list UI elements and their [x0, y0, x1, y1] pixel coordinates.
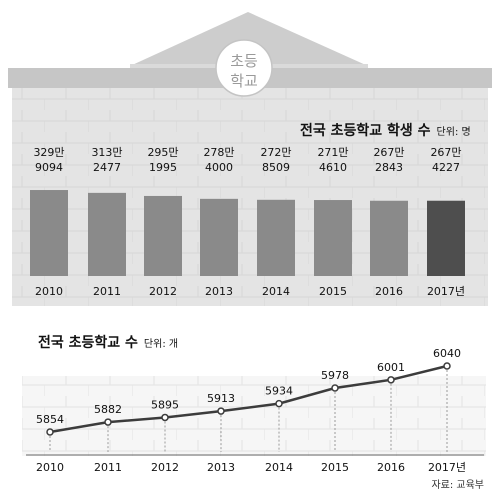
line-value-label: 5978: [321, 369, 349, 382]
line-value-label: 5882: [94, 403, 122, 416]
line-chart-title: 전국 초등학교 수 단위: 개: [38, 334, 178, 351]
line-x-tick: 2010: [36, 461, 64, 474]
line-point-2017년: [443, 362, 451, 370]
line-value-label: 5934: [265, 385, 293, 398]
source-note: 자료: 교육부: [431, 479, 484, 491]
line-x-tick: 2017년: [428, 461, 466, 474]
bar-label-bottom: 8509: [262, 161, 290, 174]
bar-label-top: 271만: [317, 146, 348, 159]
line-x-tick: 2013: [207, 461, 235, 474]
bar-label-bottom: 2843: [375, 161, 403, 174]
bar-2013: [200, 198, 238, 276]
bar-label-top: 313만: [91, 146, 122, 159]
line-x-tick: 2014: [265, 461, 293, 474]
line-point-2014: [275, 399, 283, 408]
bar-x-tick: 2015: [319, 285, 347, 298]
roof-gable: [130, 12, 368, 66]
line-chart-bricks: [22, 376, 486, 456]
wall-bricks: [12, 88, 488, 306]
bar-label-top: 329만: [33, 146, 64, 159]
bar-2017년: [427, 200, 465, 276]
bar-2015: [314, 200, 352, 276]
bar-2016: [370, 200, 408, 276]
line-x-tick: 2015: [321, 461, 349, 474]
bar-2010: [30, 190, 68, 276]
bar-label-bottom: 4610: [319, 161, 347, 174]
bar-x-tick: 2017년: [427, 285, 465, 298]
line-x-tick: 2012: [151, 461, 179, 474]
line-value-label: 5895: [151, 398, 179, 411]
bar-label-top: 267만: [430, 146, 461, 159]
line-value-label: 5854: [36, 413, 64, 426]
line-x-tick: 2016: [377, 461, 405, 474]
bar-x-tick: 2012: [149, 285, 177, 298]
line-value-label: 5913: [207, 392, 235, 405]
bar-x-tick: 2011: [93, 285, 121, 298]
school-count-line: [49, 364, 448, 434]
line-point-2015: [331, 384, 339, 392]
bar-label-bottom: 2477: [93, 161, 121, 174]
bar-label-bottom: 4227: [432, 161, 460, 174]
bar-label-bottom: 9094: [35, 161, 63, 174]
bar-label-top: 272만: [260, 146, 291, 159]
bar-2012: [144, 195, 182, 276]
badge-text-line2: 학교: [230, 72, 258, 90]
line-point-2016: [387, 376, 395, 384]
bar-label-top: 295만: [147, 146, 178, 159]
bar-chart-title: 전국 초등학교 학생 수 단위: 명: [300, 122, 471, 139]
bar-label-top: 278만: [203, 146, 234, 159]
line-point-2010: [46, 428, 54, 436]
bar-label-bottom: 1995: [149, 161, 177, 174]
line-point-2013: [217, 407, 225, 415]
bar-2014: [257, 199, 295, 276]
line-point-2011: [104, 418, 112, 426]
line-point-2012: [161, 413, 169, 422]
bar-x-tick: 2010: [35, 285, 63, 298]
line-value-label: 6001: [377, 361, 405, 374]
line-value-label: 6040: [433, 347, 461, 360]
bar-x-tick: 2016: [375, 285, 403, 298]
bar-x-tick: 2014: [262, 285, 290, 298]
bar-2011: [88, 192, 126, 276]
bar-label-bottom: 4000: [205, 161, 233, 174]
bar-label-top: 267만: [373, 146, 404, 159]
bar-x-tick: 2013: [205, 285, 233, 298]
badge-text-line1: 초등: [230, 52, 258, 70]
line-x-tick: 2011: [94, 461, 122, 474]
school-badge: [215, 39, 273, 97]
